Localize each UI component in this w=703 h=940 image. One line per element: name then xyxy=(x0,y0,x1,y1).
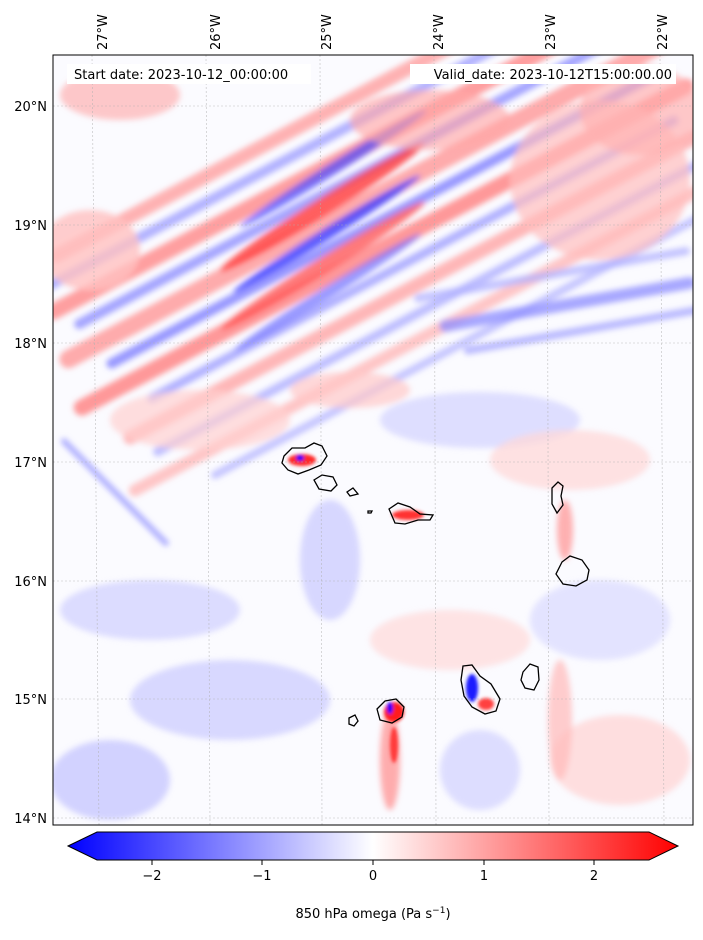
lon-label-26w: 26°W xyxy=(209,14,224,50)
lat-label-18n: 18°N xyxy=(14,337,47,352)
colorbar-label: 850 hPa omega (Pa s−1) xyxy=(295,906,450,922)
valid-date-box xyxy=(410,64,676,84)
lon-label-23w: 23°W xyxy=(544,14,559,50)
graticule xyxy=(53,55,693,825)
island-santo-antao xyxy=(281,442,328,475)
lat-label-16n: 16°N xyxy=(14,575,47,590)
colorbar-tick-neg2: −2 xyxy=(142,869,161,884)
colorbar-tick-neg1: −1 xyxy=(252,869,271,884)
lon-label-27w: 27°W xyxy=(96,14,111,50)
lat-label-15n: 15°N xyxy=(14,693,47,708)
lat-label-19n: 19°N xyxy=(14,219,47,234)
lon-label-24w: 24°W xyxy=(432,14,447,50)
lat-label-20n: 20°N xyxy=(14,100,47,115)
colorbar-tick-2: 2 xyxy=(590,869,598,884)
colorbar-fill xyxy=(68,832,678,860)
lat-label-14n: 14°N xyxy=(14,812,47,827)
island-sal xyxy=(551,481,564,515)
coastlines xyxy=(281,442,590,727)
island-santiago xyxy=(460,664,501,715)
valid-date-label: Valid_date: 2023-10-12T15:00:00.00 xyxy=(434,68,672,83)
island-santa-luzia xyxy=(346,487,360,497)
latitude-labels: 20°N 19°N 18°N 17°N 16°N 15°N 14°N xyxy=(14,100,47,827)
island-anomalies xyxy=(288,454,494,763)
island-sao-vicente xyxy=(313,474,338,492)
colorbar-tick-0: 0 xyxy=(369,869,377,884)
colorbar: −2 −1 0 1 2 850 hPa omega (Pa s−1) xyxy=(66,831,680,922)
island-ilheu xyxy=(367,510,374,514)
map-panel xyxy=(53,55,693,825)
start-date-label: Start date: 2023-10-12_00:00:00 xyxy=(74,68,288,83)
lon-label-22w: 22°W xyxy=(656,14,671,50)
start-date-box xyxy=(67,64,311,84)
colorbar-outline xyxy=(66,831,680,861)
island-maio xyxy=(520,663,540,691)
lat-label-17n: 17°N xyxy=(14,456,47,471)
island-sao-nicolau xyxy=(388,502,435,525)
island-brava xyxy=(348,714,359,727)
island-boa-vista xyxy=(555,555,590,587)
colorbar-label-main: 850 hPa omega (Pa s xyxy=(295,907,432,922)
colorbar-label-exponent: −1 xyxy=(432,906,445,916)
island-fogo xyxy=(376,698,405,724)
colorbar-tick-1: 1 xyxy=(480,869,488,884)
map-frame xyxy=(52,54,694,826)
lon-label-25w: 25°W xyxy=(320,14,335,50)
colorbar-label-close: ) xyxy=(445,907,450,922)
longitude-labels: 27°W 26°W 25°W 24°W 23°W 22°W xyxy=(96,14,671,50)
